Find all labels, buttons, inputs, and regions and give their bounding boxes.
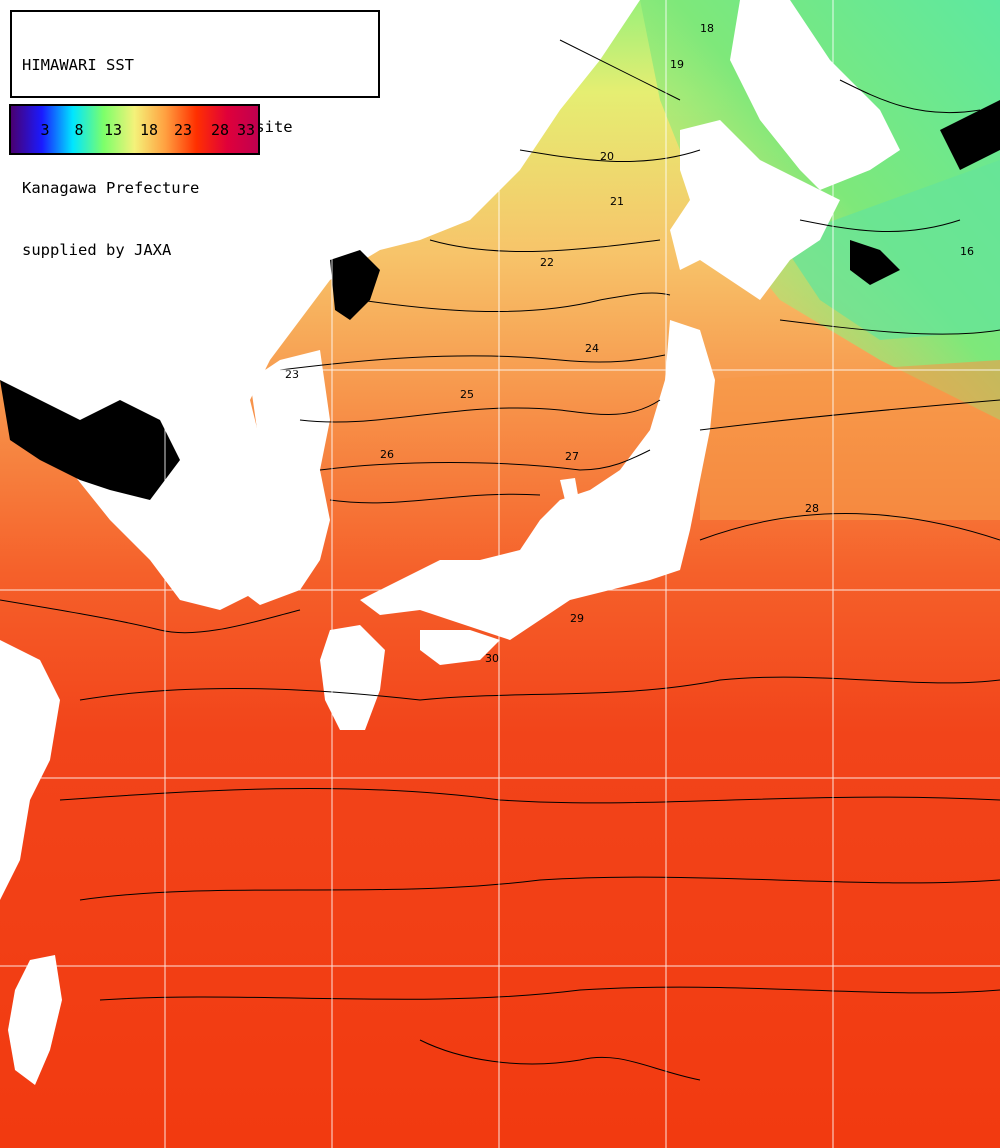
color-scale-tick: 23 (173, 121, 193, 139)
color-scale-tick: 18 (139, 121, 159, 139)
cloud-patch-northkorea (330, 250, 380, 320)
contour-label: 23 (285, 368, 299, 381)
land-honshu (360, 320, 715, 640)
contour-line (79, 876, 1000, 901)
contour-line (59, 787, 1000, 804)
contour-line (299, 399, 661, 423)
contour-line (839, 79, 981, 114)
land-korea (240, 350, 330, 605)
contour-line (329, 493, 541, 504)
contour-line (319, 449, 651, 471)
color-scale-tick: 33 (236, 121, 256, 139)
land-china-coast (0, 640, 60, 900)
land-hokkaido (670, 120, 840, 300)
color-scale-tick: 28 (210, 121, 230, 139)
contour-label: 16 (960, 245, 974, 258)
land-taiwan (8, 955, 62, 1085)
contour-label: 25 (460, 388, 474, 401)
contour-line (429, 239, 661, 253)
color-scale-legend: 3 8 13 18 23 28 33 (9, 104, 260, 155)
contour-line (699, 513, 1000, 541)
title-line: HIMAWARI SST (22, 56, 134, 74)
contour-label: 28 (805, 502, 819, 515)
map-title-box: HIMAWARI SST 2025/09/16(UTC) Day Composi… (10, 10, 380, 259)
cloud-patch-kuril (940, 100, 1000, 170)
contour-label: 18 (700, 22, 714, 35)
contour-line (519, 149, 701, 163)
cloud-patch-westcoast (0, 380, 180, 500)
contour-line (279, 354, 666, 371)
color-scale-tick: 3 (40, 121, 50, 139)
contour-line (0, 599, 301, 634)
contour-label: 27 (565, 450, 579, 463)
contour-line (779, 319, 1000, 335)
cold-water-east (780, 160, 1000, 340)
cloud-patch-kuril-south (850, 240, 900, 285)
contour-label: 20 (600, 150, 614, 163)
land-shikoku (420, 630, 500, 665)
contour-label: 30 (485, 652, 499, 665)
contour-label: 26 (380, 448, 394, 461)
color-scale-gradient (11, 106, 258, 153)
color-scale-tick: 8 (74, 121, 84, 139)
color-scale-tick: 13 (103, 121, 123, 139)
contour-label: 22 (540, 256, 554, 269)
contour-line (79, 676, 1000, 701)
land-kyushu (320, 625, 385, 730)
color-scale-ticks: 3 8 13 18 23 28 33 (11, 106, 258, 153)
credit-line: supplied by JAXA (22, 240, 172, 259)
contour-label: 19 (670, 58, 684, 71)
contour-line (699, 399, 1000, 431)
contour-line (99, 986, 1000, 1001)
contour-lines (0, 39, 1000, 1081)
contour-line (419, 1039, 701, 1081)
contour-line (559, 39, 681, 101)
contour-line (799, 219, 961, 232)
land-sado (560, 478, 578, 500)
contour-label: 29 (570, 612, 584, 625)
contour-label: 24 (585, 342, 599, 355)
warm-band-east (700, 360, 1000, 520)
contour-line (359, 292, 671, 313)
region-line: Kanagawa Prefecture (22, 179, 200, 197)
contour-label: 21 (610, 195, 624, 208)
land-sakhalin (730, 0, 900, 190)
